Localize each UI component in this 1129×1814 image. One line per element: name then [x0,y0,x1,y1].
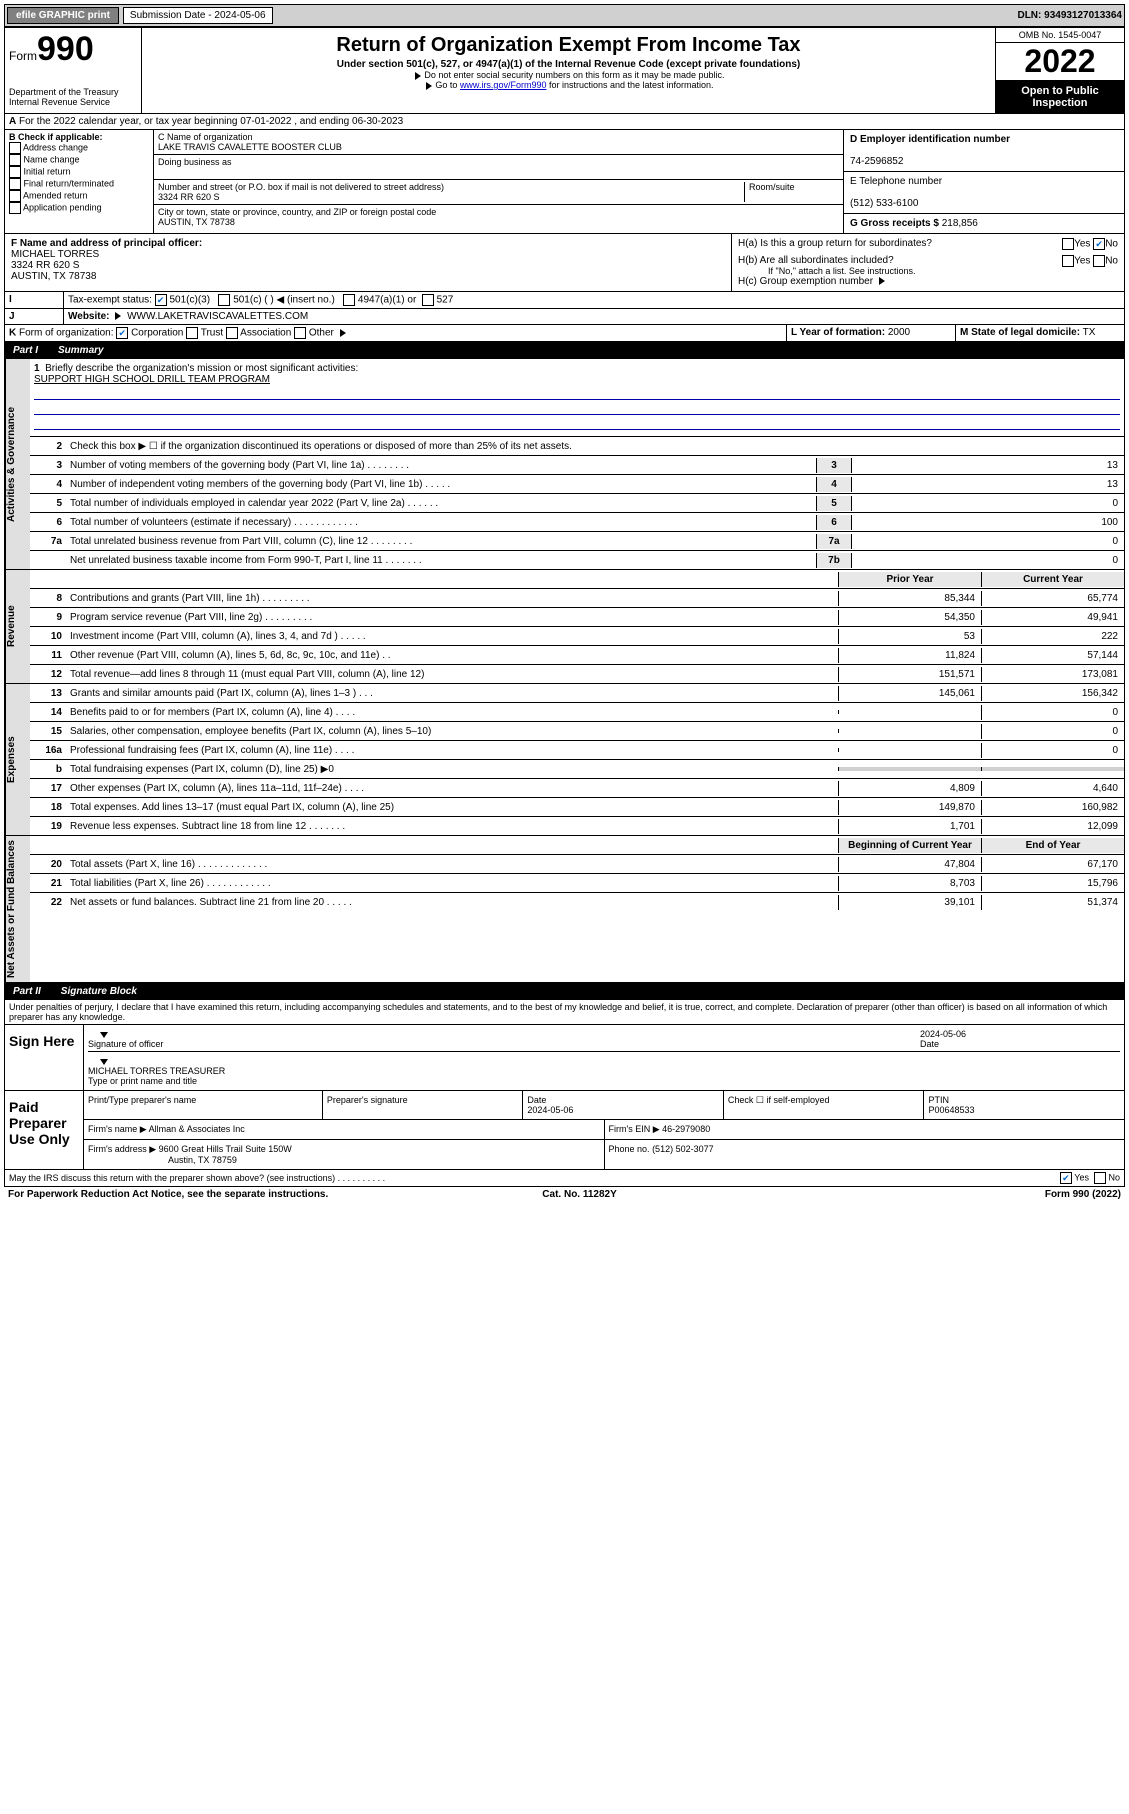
open-public-badge: Open to PublicInspection [996,81,1124,113]
form-number: Form990 [9,30,137,69]
city-value: AUSTIN, TX 78738 [158,217,235,227]
tax-year: 2022 [996,43,1124,81]
dept-treasury: Department of the Treasury [9,87,137,97]
top-bar: efile GRAPHIC print Submission Date - 20… [4,4,1125,27]
vtab-revenue: Revenue [5,570,30,683]
summary-line: 5Total number of individuals employed in… [30,494,1124,513]
summary-line: 19Revenue less expenses. Subtract line 1… [30,817,1124,835]
ein-value: 74-2596852 [850,156,903,167]
footer: For Paperwork Reduction Act Notice, see … [4,1187,1125,1202]
dln-label: DLN: 93493127013364 [1017,10,1122,21]
summary-line: 18Total expenses. Add lines 13–17 (must … [30,798,1124,817]
efile-print-button[interactable]: efile GRAPHIC print [7,7,119,24]
officer-name: MICHAEL TORRES [11,249,99,260]
gross-label: G Gross receipts $ [850,218,939,229]
summary-line: 6Total number of volunteers (estimate if… [30,513,1124,532]
hc-label: H(c) Group exemption number [738,276,873,287]
vtab-expenses: Expenses [5,684,30,835]
summary-line: 22Net assets or fund balances. Subtract … [30,893,1124,911]
corp-checkbox[interactable] [116,327,128,339]
summary-line: 15Salaries, other compensation, employee… [30,722,1124,741]
officer-addr2: AUSTIN, TX 78738 [11,271,96,282]
discuss-yes-checkbox[interactable] [1060,1172,1072,1184]
summary-line: 9Program service revenue (Part VIII, lin… [30,608,1124,627]
signer-name: MICHAEL TORRES TREASURER [88,1066,225,1076]
penalty-declaration: Under penalties of perjury, I declare th… [4,1000,1125,1025]
end-year-header: End of Year [981,838,1124,853]
org-name-label: C Name of organization [158,132,253,142]
ha-label: H(a) Is this a group return for subordin… [738,238,932,249]
signature-table: Sign Here Signature of officer 2024-05-0… [4,1025,1125,1170]
website-note: Go to www.irs.gov/Form990 for instructio… [146,80,991,90]
summary-line: 21Total liabilities (Part X, line 26) . … [30,874,1124,893]
ein-label: D Employer identification number [850,134,1010,145]
governance-section: Activities & Governance 1 Briefly descri… [4,359,1125,570]
website-value: WWW.LAKETRAVISCAVALETTES.COM [127,311,308,322]
summary-line: 14Benefits paid to or for members (Part … [30,703,1124,722]
summary-line: 16aProfessional fundraising fees (Part I… [30,741,1124,760]
form-header: Form990 Department of the Treasury Inter… [4,27,1125,114]
summary-line: 4Number of independent voting members of… [30,475,1124,494]
begin-year-header: Beginning of Current Year [838,838,981,853]
officer-addr1: 3324 RR 620 S [11,260,79,271]
revenue-section: Revenue Prior Year Current Year 8Contrib… [4,570,1125,684]
addr-value: 3324 RR 620 S [158,192,220,202]
part1-header: Part I Summary [4,342,1125,359]
netassets-section: Net Assets or Fund Balances Beginning of… [4,836,1125,983]
ssn-note: Do not enter social security numbers on … [146,70,991,80]
col-b-checkboxes: B Check if applicable: Address change Na… [5,130,154,233]
addr-label: Number and street (or P.O. box if mail i… [158,182,444,192]
current-year-header: Current Year [981,572,1124,587]
summary-line: 20Total assets (Part X, line 16) . . . .… [30,855,1124,874]
section-a-taxyear: A For the 2022 calendar year, or tax yea… [4,114,1125,130]
discuss-row: May the IRS discuss this return with the… [4,1170,1125,1187]
hb-label: H(b) Are all subordinates included? [738,255,894,266]
prior-year-header: Prior Year [838,572,981,587]
mission-text: SUPPORT HIGH SCHOOL DRILL TEAM PROGRAM [34,374,270,385]
summary-line: 13Grants and similar amounts paid (Part … [30,684,1124,703]
summary-line: 3Number of voting members of the governi… [30,456,1124,475]
row-fgh: F Name and address of principal officer:… [4,234,1125,292]
row-k-formorg: K Form of organization: Corporation Trus… [4,325,1125,342]
officer-label: F Name and address of principal officer: [11,238,202,249]
summary-line: 7aTotal unrelated business revenue from … [30,532,1124,551]
501c3-checkbox[interactable] [155,294,167,306]
hb-note: If "No," attach a list. See instructions… [738,266,1118,276]
paid-preparer-label: Paid Preparer Use Only [5,1091,84,1169]
dba-label: Doing business as [158,157,232,167]
section-bcd: B Check if applicable: Address change Na… [4,130,1125,234]
room-label: Room/suite [749,182,795,192]
vtab-netassets: Net Assets or Fund Balances [5,836,30,982]
city-label: City or town, state or province, country… [158,207,436,217]
row-j-website: J Website: WWW.LAKETRAVISCAVALETTES.COM [4,309,1125,325]
irs-link[interactable]: www.irs.gov/Form990 [460,80,547,90]
submission-date: Submission Date - 2024-05-06 [123,7,273,24]
summary-line: 8Contributions and grants (Part VIII, li… [30,589,1124,608]
irs-label: Internal Revenue Service [9,97,137,107]
org-name: LAKE TRAVIS CAVALETTE BOOSTER CLUB [158,142,342,152]
summary-line: 12Total revenue—add lines 8 through 11 (… [30,665,1124,683]
summary-line: 17Other expenses (Part IX, column (A), l… [30,779,1124,798]
omb-number: OMB No. 1545-0047 [996,28,1124,43]
summary-line: 10Investment income (Part VIII, column (… [30,627,1124,646]
form-subtitle: Under section 501(c), 527, or 4947(a)(1)… [146,59,991,70]
row-i-taxexempt: I Tax-exempt status: 501(c)(3) 501(c) ( … [4,292,1125,309]
sign-here-label: Sign Here [5,1025,84,1090]
summary-line: bTotal fundraising expenses (Part IX, co… [30,760,1124,779]
summary-line: 11Other revenue (Part VIII, column (A), … [30,646,1124,665]
summary-line: 2Check this box ▶ ☐ if the organization … [30,437,1124,456]
gross-value: 218,856 [942,218,978,229]
expenses-section: Expenses 13Grants and similar amounts pa… [4,684,1125,836]
part2-header: Part II Signature Block [4,983,1125,1000]
summary-line: Net unrelated business taxable income fr… [30,551,1124,569]
tel-label: E Telephone number [850,176,942,187]
form-title: Return of Organization Exempt From Incom… [146,34,991,57]
tel-value: (512) 533-6100 [850,198,918,209]
vtab-governance: Activities & Governance [5,359,30,569]
